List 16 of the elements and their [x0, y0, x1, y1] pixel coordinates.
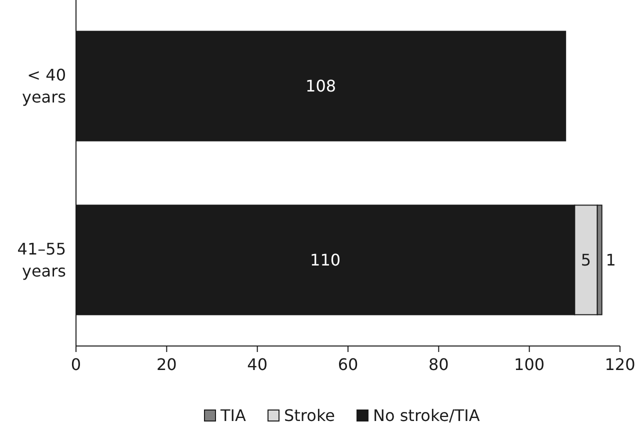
legend-label: No stroke/TIA [373, 406, 480, 425]
x-tick-label: 100 [514, 355, 545, 374]
y-tick-label: 41–55 years [17, 240, 66, 281]
data-label: 108 [306, 76, 336, 96]
x-tick-label: 80 [428, 355, 449, 374]
y-tick-label: < 40 years [22, 66, 66, 107]
x-tick-label: 60 [338, 355, 358, 374]
data-label: 1 [606, 250, 616, 270]
data-label: 5 [580, 250, 592, 270]
x-tick-label: 20 [156, 355, 177, 374]
legend-label: TIA [220, 406, 246, 425]
x-tick-label: 120 [604, 355, 636, 374]
x-tick-label: 0 [70, 355, 82, 374]
data-label: 110 [310, 250, 341, 270]
x-tick-label: 40 [247, 355, 268, 374]
legend-label: Stroke [284, 406, 335, 425]
